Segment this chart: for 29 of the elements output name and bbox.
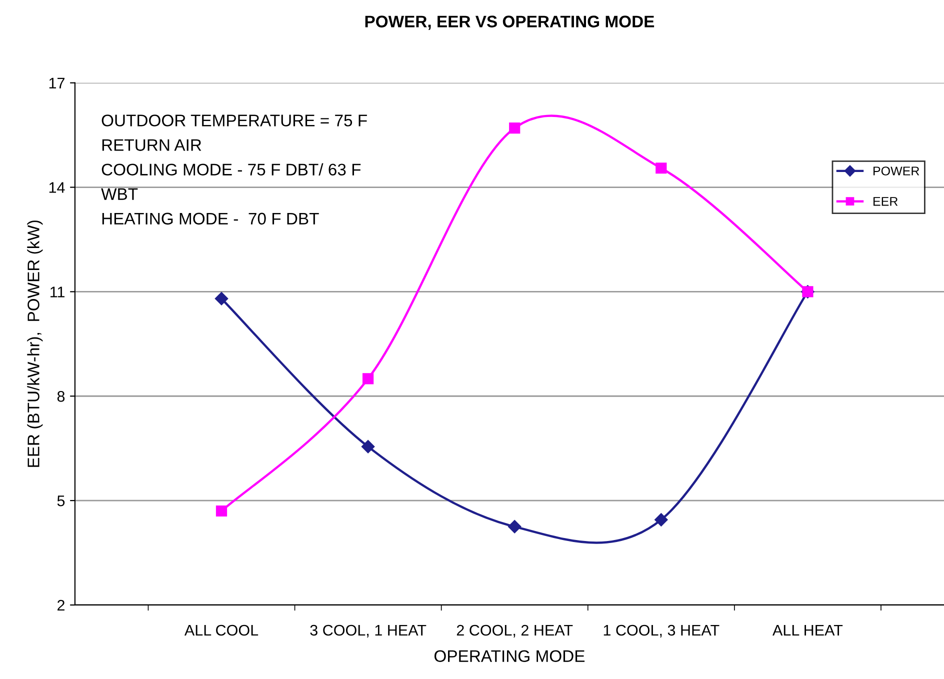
chart-title: POWER, EER VS OPERATING MODE: [365, 16, 654, 30]
x-tick-label: 1 COOL, 3 HEAT: [604, 624, 720, 638]
x-tick-label: ALL HEAT: [772, 624, 843, 636]
y-tick-label: 14: [49, 182, 65, 193]
annotation: OUTDOOR TEMPERATURE = 75 F: [102, 114, 367, 126]
annotation: COOLING MODE - 75 F DBT/ 63 F: [102, 163, 361, 176]
y-tick-label: 17: [49, 78, 64, 88]
legend-label: POWER: [874, 166, 920, 176]
y-tick-label: 11: [50, 286, 64, 298]
y-tick-label: 2: [58, 600, 64, 611]
y-axis-title: EER (BTU/kW-hr), POWER (kW): [27, 220, 43, 467]
point: [509, 122, 520, 134]
annotation: WBT: [101, 188, 138, 200]
point: [216, 505, 228, 517]
point: [508, 520, 522, 534]
annotation: RETURN AIR: [102, 139, 202, 151]
x-tick-label: ALL COOL: [184, 624, 258, 636]
y-tick-label: 5: [57, 496, 65, 506]
point: [361, 440, 375, 454]
point: [214, 292, 228, 306]
annotation: HEATING MODE - 70 F DBT: [102, 212, 319, 225]
x-tick-label: 2 COOL, 2 HEAT: [456, 624, 573, 638]
point: [362, 373, 374, 384]
point: [654, 513, 668, 526]
x-tick-label: 3 COOL, 1 HEAT: [310, 624, 426, 638]
y-tick-label: 8: [57, 390, 65, 402]
point: [656, 162, 667, 174]
x-axis-title: OPERATING MODE: [434, 650, 585, 662]
legend-label: EER: [874, 197, 898, 206]
